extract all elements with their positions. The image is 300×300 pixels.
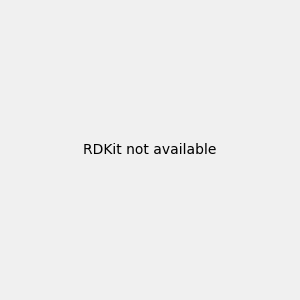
Text: RDKit not available: RDKit not available [83,143,217,157]
